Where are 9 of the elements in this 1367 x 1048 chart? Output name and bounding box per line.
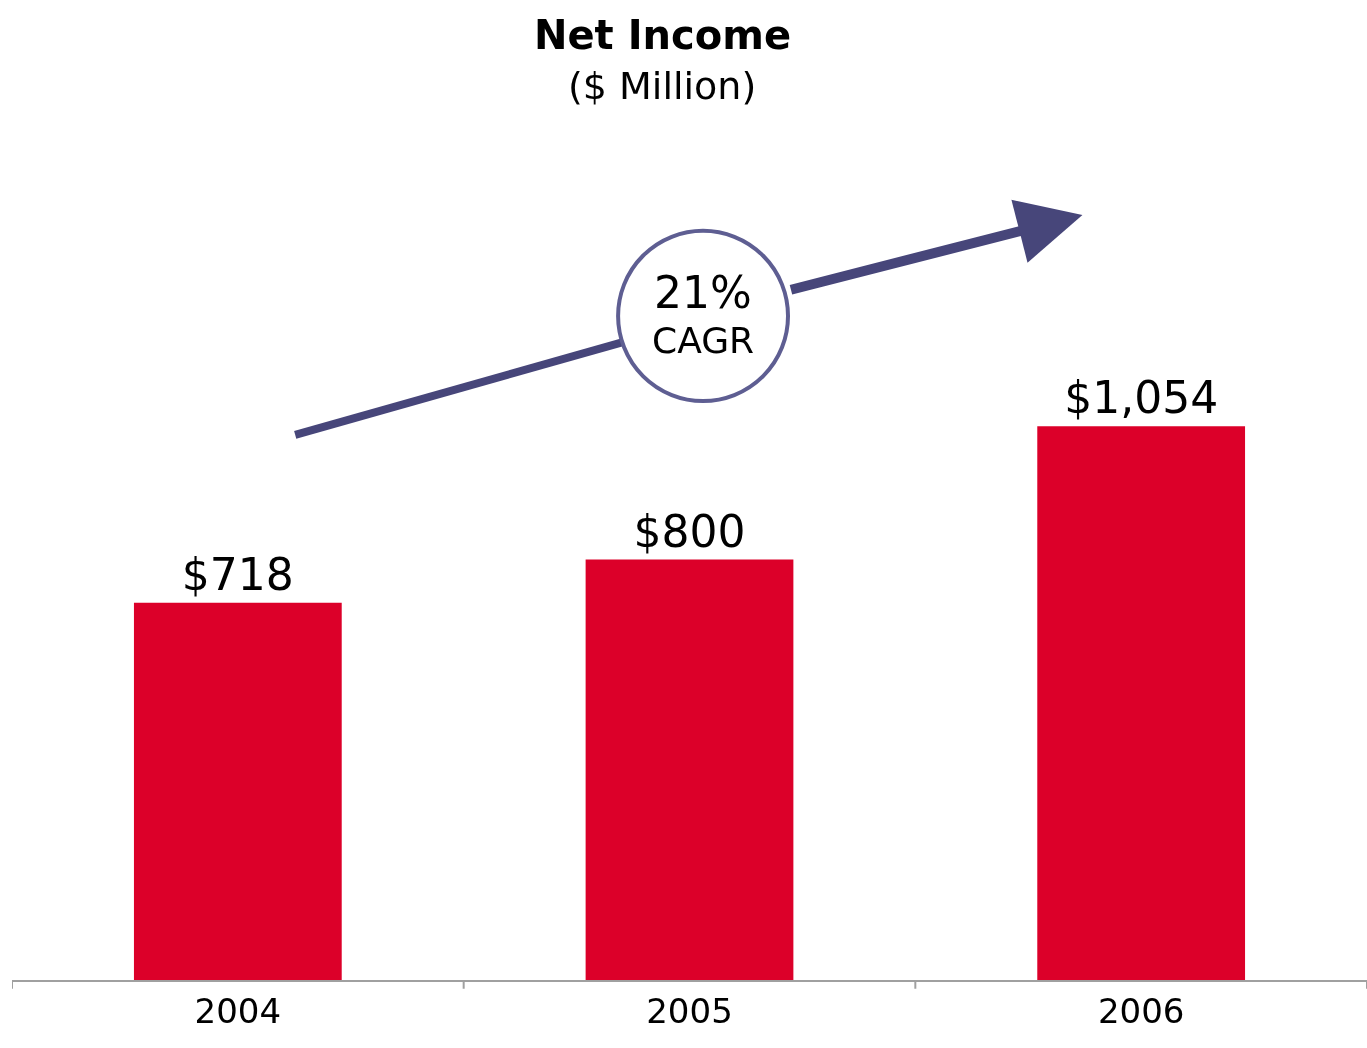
chart-subtitle: ($ Million): [568, 64, 757, 108]
data-label: $718: [181, 548, 294, 600]
data-label: $800: [633, 505, 746, 557]
x-tick-label: 2005: [646, 990, 733, 1031]
data-label: $1,054: [1064, 372, 1219, 424]
text: 21% CAGR: [652, 267, 755, 361]
x-tick-label: 2004: [194, 990, 282, 1031]
x-tick-label: 2006: [1097, 990, 1185, 1031]
chart-title: Net Income: [534, 12, 792, 58]
